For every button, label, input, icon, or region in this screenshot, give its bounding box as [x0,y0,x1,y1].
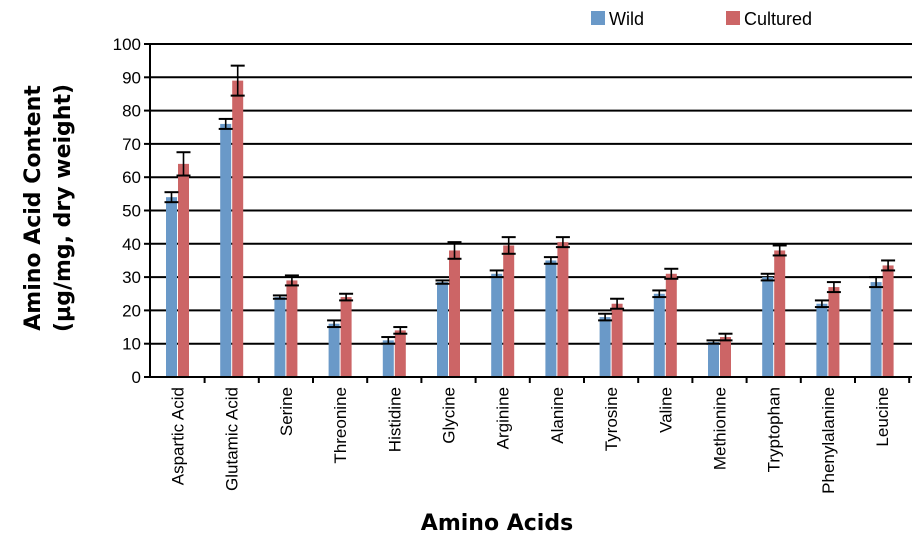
error-bar-cultured-alanine [555,236,570,249]
error-bar-wild-arginine [489,269,504,279]
bar-wild-aspartic-acid [166,197,177,377]
bar-cultured-valine [665,273,677,377]
bar-cultured-phenylalanine [828,287,840,377]
x-tick-label-methionine: Methionine [711,387,730,470]
bar-wild-threonine [328,323,340,377]
y-axis-title-line1: Amino Acid Content [21,85,46,331]
bar-cultured-alanine [557,242,569,377]
legend-swatch-wild [591,11,605,25]
bar-cultured-leucine [882,265,894,377]
bar-wild-alanine [545,260,557,377]
bar-cultured-threonine [340,297,352,377]
bar-wild-histidine [382,340,394,377]
error-bar-wild-leucine [869,276,884,289]
legend-swatch-cultured [726,11,740,25]
bar-cultured-methionine [720,337,731,377]
bar-cultured-glutamic-acid [232,80,244,377]
x-tick-label-tryptophan: Tryptophan [765,387,784,472]
error-bar-wild-alanine [543,256,558,265]
bar-cultured-glycine [449,250,460,377]
y-tick-label-80: 80 [122,102,141,121]
error-bar-wild-tryptophan [760,272,775,282]
bar-cultured-aspartic-acid [178,163,189,377]
x-tick-labels: Aspartic Acid Glutamic Acid Serine Threonin… [169,377,911,494]
error-bar-cultured-phenylalanine [826,281,841,294]
x-tick-label-aspartic-acid: Aspartic Acid [169,387,188,485]
error-bar-wild-valine [652,289,667,299]
bar-wild-tyrosine [599,317,611,377]
y-tick-label-50: 50 [122,202,141,221]
bar-cultured-arginine [503,245,515,377]
y-tick-label-0: 0 [132,368,141,387]
error-bar-cultured-tyrosine [610,297,625,310]
bar-wild-leucine [870,282,882,377]
bar-wild-valine [653,293,665,377]
error-bar-wild-threonine [327,319,342,329]
bar-wild-serine [274,297,286,377]
error-bar-cultured-glutamic-acid [230,64,245,97]
y-tick-label-60: 60 [122,168,141,187]
x-tick-label-phenylalanine: Phenylalanine [819,387,838,494]
error-bar-cultured-serine [284,274,299,287]
error-bar-wild-histidine [381,336,396,345]
x-tick-label-histidine: Histidine [385,387,404,452]
legend-label-cultured: Cultured [744,9,812,29]
bar-cultured-histidine [394,330,406,377]
bar-wild-glutamic-acid [220,123,232,377]
error-bar-cultured-leucine [881,259,896,272]
x-tick-label-glycine: Glycine [440,387,459,444]
bar-wild-arginine [491,273,503,377]
x-tick-label-arginine: Arginine [494,387,513,449]
bar-cultured-tyrosine [611,303,623,377]
error-bar-cultured-histidine [393,326,408,335]
legend-label-wild: Wild [609,9,644,29]
y-tick-label-100: 100 [113,35,141,54]
x-tick-label-valine: Valine [656,387,675,433]
bar-cultured-tryptophan [774,250,786,377]
error-bar-wild-phenylalanine [814,299,829,309]
y-axis-title-line2: (µg/mg, dry weight) [51,84,76,332]
error-bar-wild-glycine [435,279,450,285]
error-bars [164,64,896,345]
x-tick-label-alanine: Alanine [548,387,567,444]
error-bar-cultured-arginine [501,236,516,255]
y-tick-labels: 0 10 20 30 40 50 60 70 80 90 100 [113,35,150,387]
bar-wild-tryptophan [762,277,774,377]
y-tick-label-40: 40 [122,235,141,254]
y-tick-label-20: 20 [122,301,141,320]
bar-wild-methionine [708,342,719,377]
error-bar-cultured-glycine [447,241,462,260]
y-tick-label-30: 30 [122,268,141,287]
bar-wild-glycine [437,282,448,377]
error-bar-wild-tyrosine [598,312,613,322]
x-tick-label-glutamic-acid: Glutamic Acid [223,387,242,491]
y-tick-label-70: 70 [122,135,141,154]
x-axis-title: Amino Acids [421,511,573,535]
error-bar-cultured-aspartic-acid [176,151,191,177]
y-tick-label-90: 90 [122,68,141,87]
error-bar-cultured-threonine [339,292,354,302]
x-tick-label-threonine: Threonine [331,387,350,464]
error-bar-wild-aspartic-acid [164,191,179,204]
error-bar-wild-methionine [706,339,721,345]
x-tick-label-leucine: Leucine [873,387,892,447]
error-bar-cultured-valine [664,267,679,280]
x-tick-label-serine: Serine [277,387,296,436]
error-bar-cultured-methionine [718,332,733,342]
bars [166,80,894,377]
y-axis-title: Amino Acid Content (µg/mg, dry weight) [21,84,76,332]
error-bar-cultured-tryptophan [772,244,787,257]
error-bar-wild-serine [272,294,287,300]
gridlines [150,43,912,345]
x-tick-label-tyrosine: Tyrosine [602,387,621,451]
bar-wild-phenylalanine [816,303,828,377]
error-bar-wild-glutamic-acid [218,117,233,130]
bar-cultured-serine [286,280,298,377]
y-tick-label-10: 10 [122,335,141,354]
legend: Wild Cultured [591,9,812,29]
